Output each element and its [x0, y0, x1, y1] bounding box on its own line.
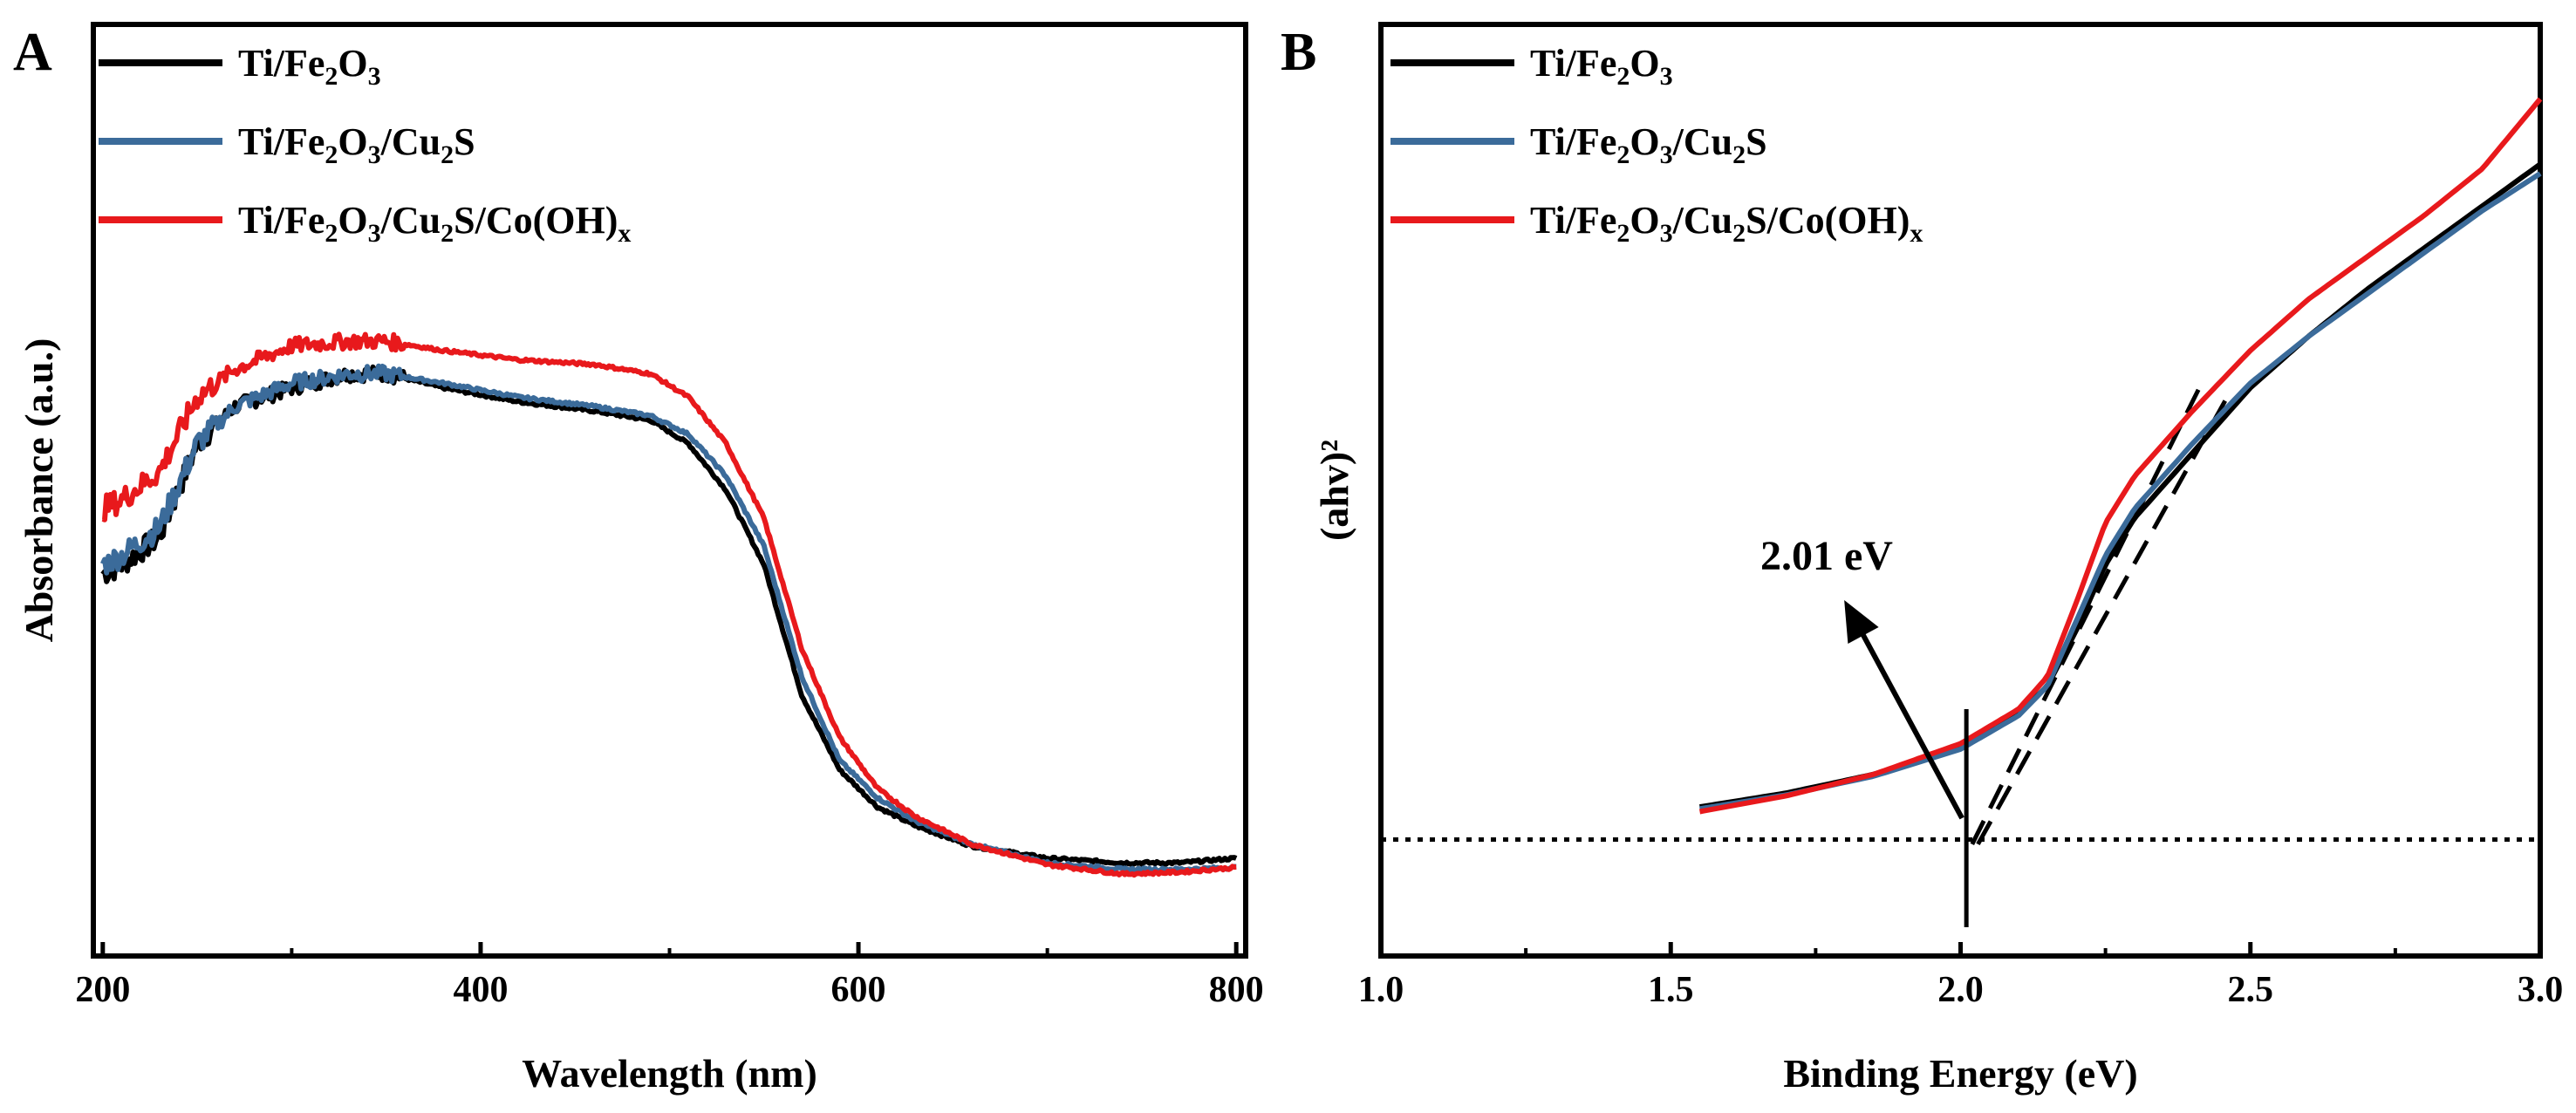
series-line-3	[101, 331, 1237, 878]
x-tick-label: 2.0	[1937, 970, 1984, 1010]
band-gap-label: 2.01 eV	[1760, 533, 1893, 579]
x-tick-label: 200	[75, 970, 130, 1010]
legend-label-1: Ti/Fe2O3	[238, 42, 381, 91]
series-line-2	[1699, 171, 2542, 812]
x-tick-label: 400	[453, 970, 508, 1010]
x-axis-title: Wavelength (nm)	[522, 1051, 817, 1096]
panel-a: A 200 400 600 800 Wavelength (nm) Absorbance (…	[13, 22, 1264, 1096]
tangent-dashed-line	[1970, 377, 2206, 845]
x-tick-label: 1.0	[1358, 970, 1404, 1010]
x-tick-label: 1.5	[1648, 970, 1694, 1010]
tangent-dashed-line	[1976, 395, 2230, 846]
legend-label-3: Ti/Fe2O3/Cu2S/Co(OH)x	[238, 199, 631, 248]
panel-b: B 1.0 1.5 2.0 2.5 3.0 Binding Energy (eV) (ahv)…	[1281, 22, 2564, 1096]
y-axis-title: Absorbance (a.u.)	[17, 338, 61, 643]
annotation-arrowhead	[1844, 600, 1879, 644]
panel-letter: A	[13, 23, 52, 82]
x-tick-label: 800	[1209, 970, 1264, 1010]
x-tick-label: 3.0	[2518, 970, 2564, 1010]
y-axis-title: (ahv)²	[1312, 440, 1356, 541]
series-line-2	[100, 363, 1237, 874]
x-axis-title: Binding Energy (eV)	[1783, 1051, 2137, 1096]
x-tick-label: 2.5	[2228, 970, 2274, 1010]
legend-label-1: Ti/Fe2O3	[1530, 42, 1673, 91]
plot-frame	[91, 22, 1248, 959]
legend-label-2: Ti/Fe2O3/Cu2S	[238, 120, 475, 169]
series-line-1	[100, 364, 1238, 867]
x-tick-label: 600	[831, 970, 886, 1010]
annotation-arrow-shaft	[1852, 618, 1964, 820]
legend-label-2: Ti/Fe2O3/Cu2S	[1530, 120, 1767, 169]
legend-label-3: Ti/Fe2O3/Cu2S/Co(OH)x	[1530, 199, 1923, 248]
panel-letter: B	[1281, 23, 1316, 82]
series-line-3	[1698, 97, 2543, 815]
